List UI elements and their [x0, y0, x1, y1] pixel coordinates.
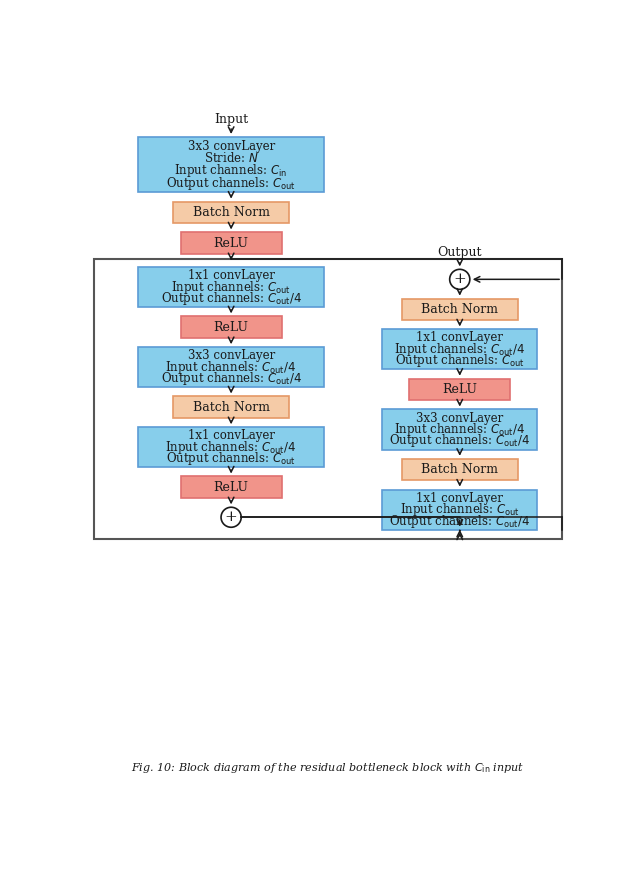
- FancyBboxPatch shape: [410, 378, 510, 400]
- FancyBboxPatch shape: [173, 202, 289, 223]
- Text: Input: Input: [214, 113, 248, 126]
- Text: 1x1 convLayer: 1x1 convLayer: [188, 430, 275, 442]
- FancyBboxPatch shape: [402, 299, 518, 320]
- Text: 1x1 convLayer: 1x1 convLayer: [416, 492, 503, 505]
- Text: Output: Output: [438, 246, 482, 259]
- FancyBboxPatch shape: [138, 267, 324, 307]
- Text: 3x3 convLayer: 3x3 convLayer: [188, 140, 275, 153]
- Text: Batch Norm: Batch Norm: [193, 206, 269, 219]
- Text: Output channels: $C_{\mathrm{out}}$: Output channels: $C_{\mathrm{out}}$: [166, 174, 296, 192]
- Text: Input channels: $C_{\mathrm{out}}/4$: Input channels: $C_{\mathrm{out}}/4$: [166, 438, 297, 455]
- FancyBboxPatch shape: [180, 232, 282, 254]
- FancyBboxPatch shape: [382, 330, 537, 370]
- Text: ReLU: ReLU: [214, 237, 248, 249]
- Text: Fig. 10: Block diagram of the residual bottleneck block with $C_{\mathrm{in}}$ i: Fig. 10: Block diagram of the residual b…: [131, 761, 525, 775]
- Circle shape: [221, 507, 241, 527]
- Text: Batch Norm: Batch Norm: [421, 463, 499, 476]
- FancyBboxPatch shape: [173, 396, 289, 418]
- FancyBboxPatch shape: [180, 476, 282, 498]
- FancyBboxPatch shape: [138, 137, 324, 193]
- Text: ReLU: ReLU: [442, 383, 477, 396]
- Text: Output channels: $C_{\mathrm{out}}/4$: Output channels: $C_{\mathrm{out}}/4$: [161, 370, 301, 387]
- Text: Input channels: $C_{\mathrm{out}}/4$: Input channels: $C_{\mathrm{out}}/4$: [166, 359, 297, 376]
- Text: ReLU: ReLU: [214, 321, 248, 333]
- FancyBboxPatch shape: [180, 316, 282, 338]
- Text: Input channels: $C_{\mathrm{out}}/4$: Input channels: $C_{\mathrm{out}}/4$: [394, 421, 525, 438]
- Circle shape: [450, 270, 470, 289]
- FancyBboxPatch shape: [138, 347, 324, 387]
- FancyBboxPatch shape: [382, 409, 537, 449]
- Text: Batch Norm: Batch Norm: [193, 400, 269, 414]
- Text: 3x3 convLayer: 3x3 convLayer: [188, 349, 275, 362]
- Text: +: +: [225, 510, 237, 524]
- Text: Stride: $\mathit{N}$: Stride: $\mathit{N}$: [204, 151, 259, 165]
- Text: Input channels: $C_{\mathrm{in}}$: Input channels: $C_{\mathrm{in}}$: [174, 163, 288, 179]
- FancyBboxPatch shape: [138, 427, 324, 468]
- Text: 1x1 convLayer: 1x1 convLayer: [416, 332, 503, 345]
- Text: Input channels: $C_{\mathrm{out}}/4$: Input channels: $C_{\mathrm{out}}/4$: [394, 341, 525, 358]
- Text: Input channels: $C_{\mathrm{out}}$: Input channels: $C_{\mathrm{out}}$: [171, 278, 291, 295]
- FancyBboxPatch shape: [382, 490, 537, 530]
- Text: Output channels: $C_{\mathrm{out}}/4$: Output channels: $C_{\mathrm{out}}/4$: [389, 432, 531, 449]
- Text: Batch Norm: Batch Norm: [421, 303, 499, 316]
- Text: Output channels: $C_{\mathrm{out}}/4$: Output channels: $C_{\mathrm{out}}/4$: [389, 513, 531, 530]
- Text: 3x3 convLayer: 3x3 convLayer: [416, 412, 504, 424]
- Text: ReLU: ReLU: [214, 481, 248, 494]
- Text: Output channels: $C_{\mathrm{out}}$: Output channels: $C_{\mathrm{out}}$: [166, 450, 296, 467]
- Text: Output channels: $C_{\mathrm{out}}/4$: Output channels: $C_{\mathrm{out}}/4$: [161, 290, 301, 307]
- Text: Output channels: $C_{\mathrm{out}}$: Output channels: $C_{\mathrm{out}}$: [395, 353, 525, 370]
- Text: Input channels: $C_{\mathrm{out}}$: Input channels: $C_{\mathrm{out}}$: [400, 501, 520, 518]
- FancyBboxPatch shape: [402, 459, 518, 480]
- Text: 1x1 convLayer: 1x1 convLayer: [188, 269, 275, 282]
- Text: +: +: [453, 272, 466, 286]
